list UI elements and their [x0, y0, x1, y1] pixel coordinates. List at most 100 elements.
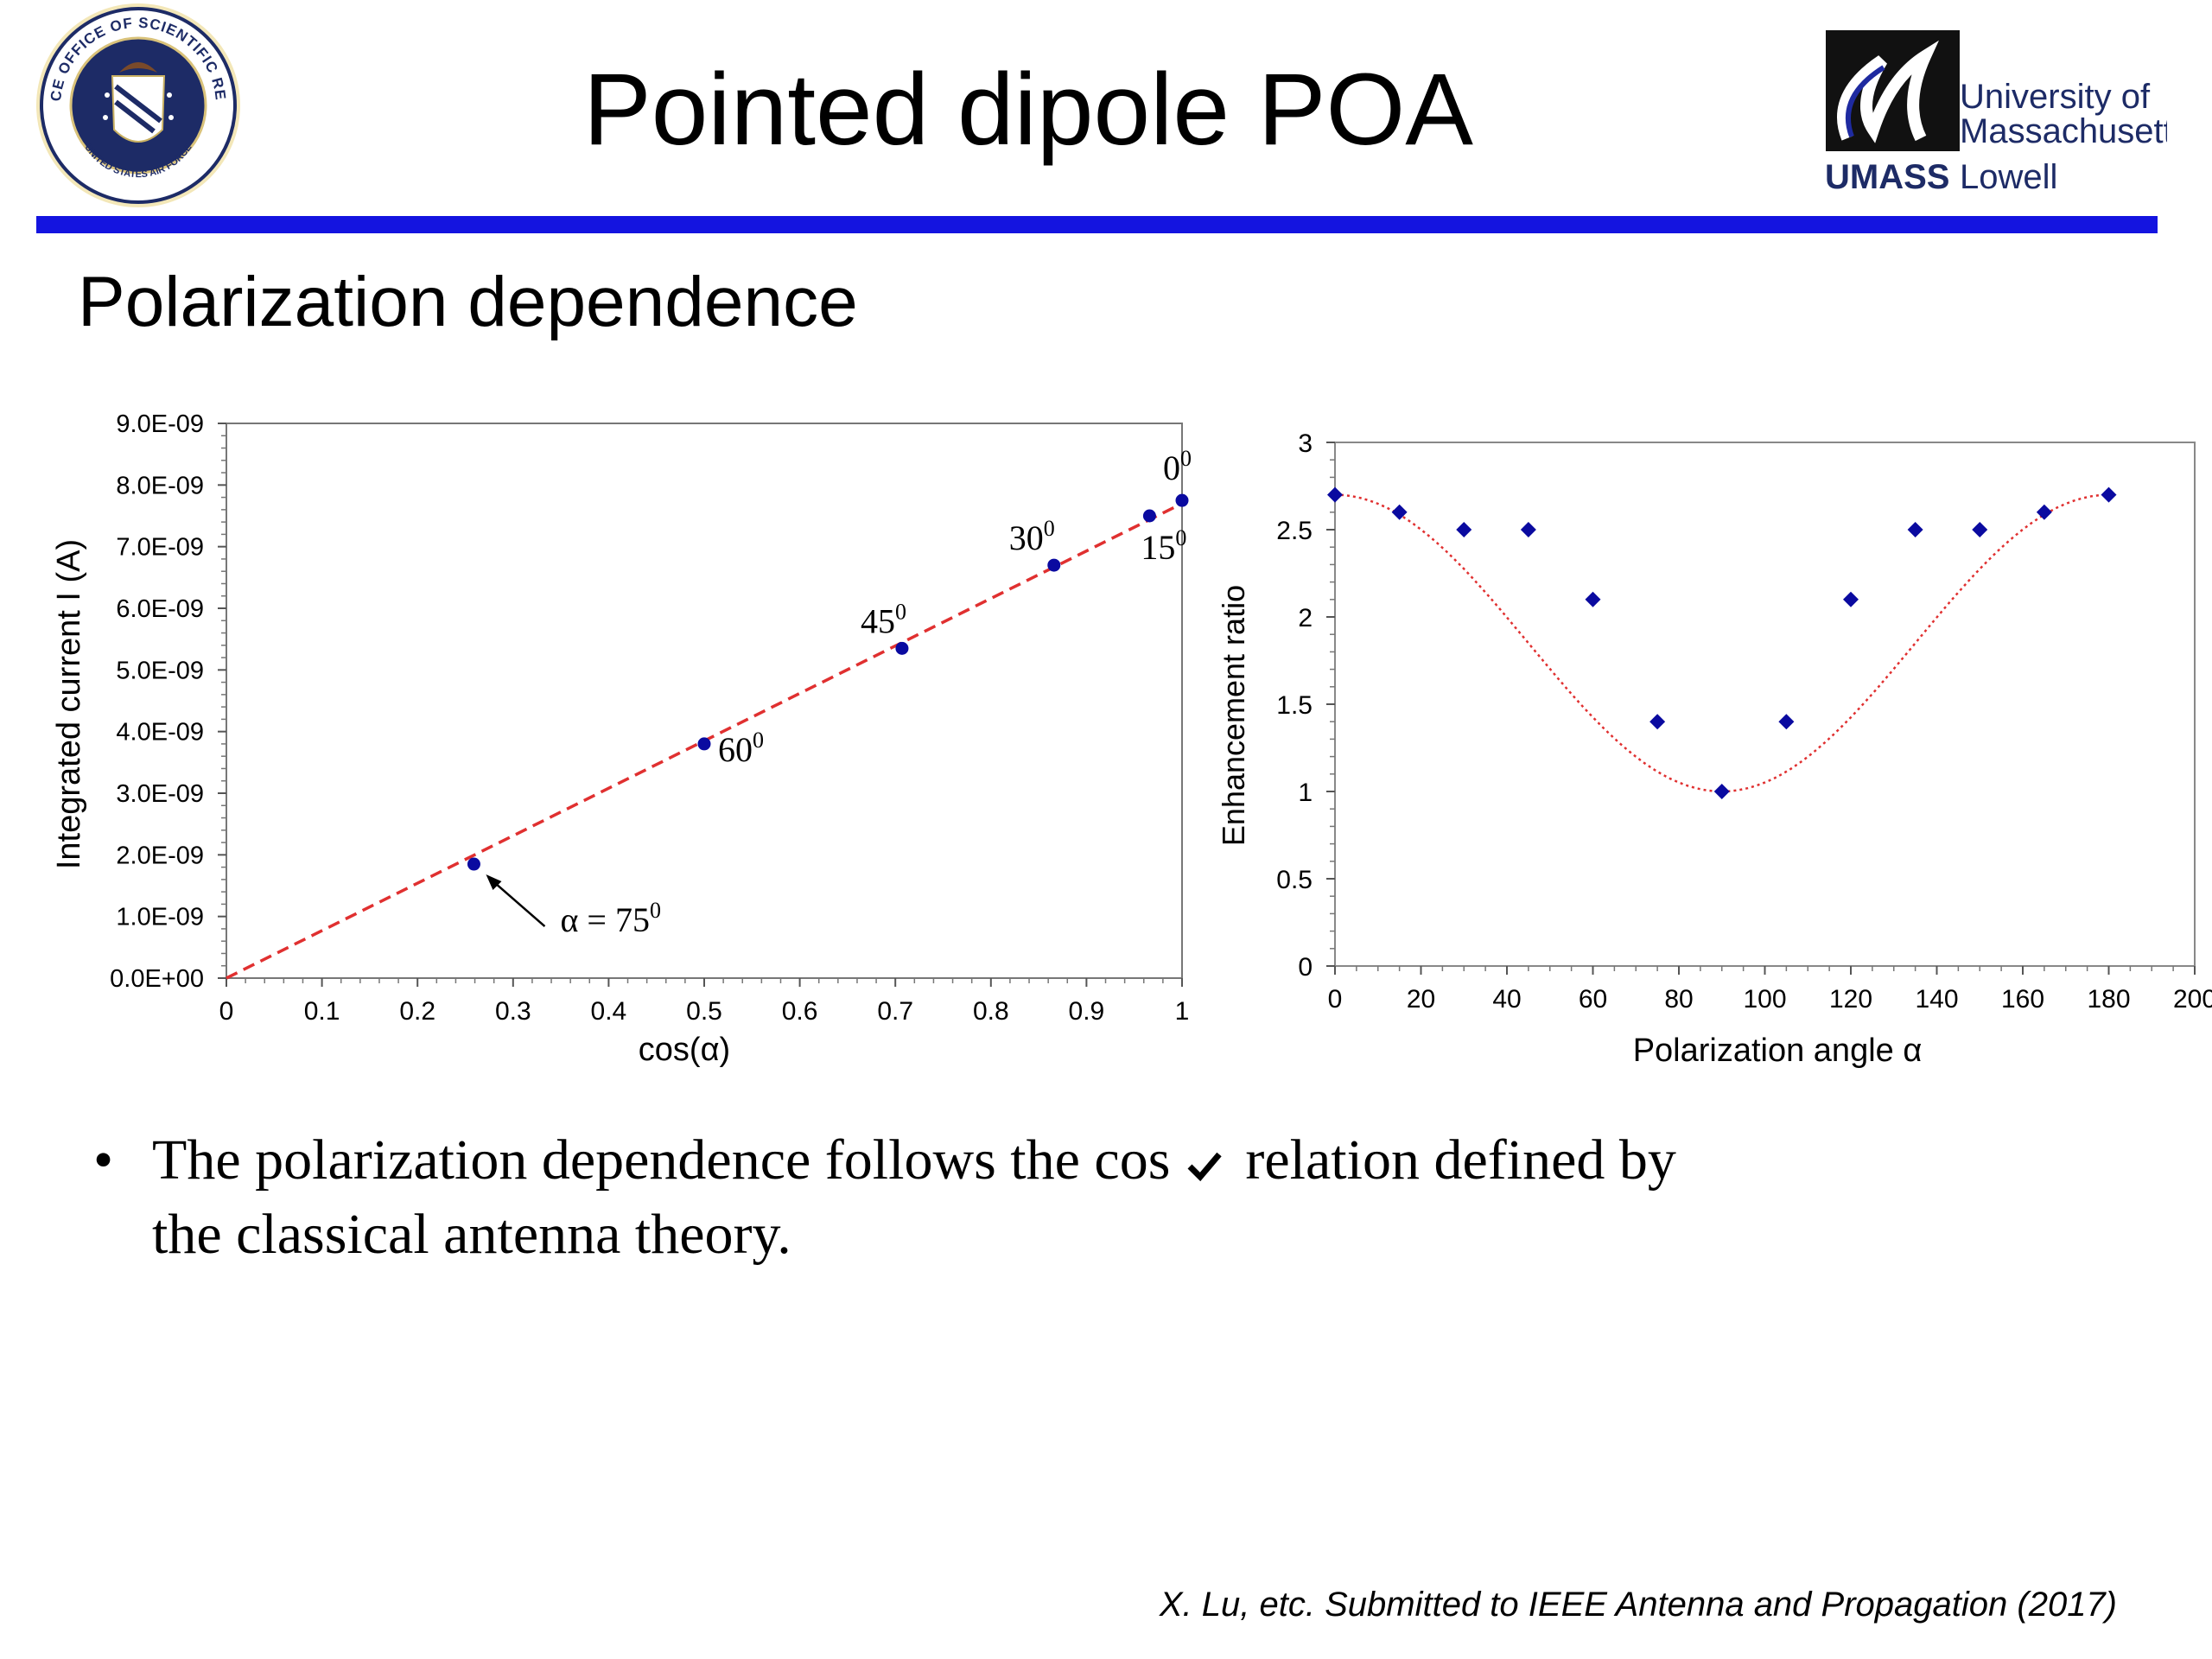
left-chart-y-tick-label: 9.0E-09: [116, 410, 204, 438]
left-chart-x-tick-label: 0: [219, 997, 234, 1026]
right-chart-x-tick-label: 160: [2001, 985, 2044, 1014]
left-chart-point-label-superscript: 0: [1180, 446, 1192, 471]
left-chart-point-label-superscript: 0: [1044, 516, 1055, 541]
left-chart-y-tick-label: 5.0E-09: [116, 657, 204, 684]
right-chart-x-tick-label: 140: [1915, 985, 1958, 1014]
left-chart-x-tick-label: 0.1: [304, 997, 340, 1026]
left-chart-annotation-arrow: [490, 879, 546, 927]
left-chart-point-label-text: α = 75: [560, 900, 650, 939]
left-chart-point-label: 600: [718, 728, 764, 769]
afosr-seal-logo: AIR FORCE OFFICE OF SCIENTIFIC RESEARCH …: [33, 0, 240, 207]
left-chart-point-label: 00: [1163, 446, 1192, 487]
umass-lowell-logo: University of Massachusetts UMASS Lowell: [1825, 30, 2167, 196]
right-chart-x-tick-label: 200: [2173, 985, 2212, 1014]
section-title: Polarization dependence: [78, 263, 858, 341]
right-chart-y-tick-label: 2: [1298, 604, 1313, 632]
bullet-marker: •: [93, 1128, 114, 1192]
umass-brand: UMASS: [1825, 158, 1949, 196]
left-chart-x-tick-label: 0.8: [973, 997, 1009, 1026]
right-chart-point: [1520, 522, 1536, 537]
umass-u-mark: [1837, 40, 1939, 143]
left-chart-point: [1142, 509, 1156, 523]
umass-line3: Lowell: [1960, 158, 2057, 196]
left-chart-x-tick-label: 0.4: [591, 997, 627, 1026]
bullet-text-after: relation defined by: [1230, 1128, 1676, 1192]
left-chart-point-label-text: 60: [718, 730, 753, 769]
right-chart-x-tick-label: 100: [1743, 985, 1786, 1014]
left-chart-x-tick-label: 0.9: [1069, 997, 1105, 1026]
right-chart-y-tick-label: 1.5: [1276, 691, 1313, 720]
bullet-text: The polarization dependence follows the …: [152, 1123, 1880, 1272]
left-chart-x-tick-label: 1: [1175, 997, 1190, 1026]
right-chart-x-tick-label: 60: [1579, 985, 1607, 1014]
left-chart-point-label: α = 750: [560, 898, 661, 939]
right-chart-point: [1843, 591, 1859, 607]
right-chart-fit-curve: [1334, 493, 2109, 793]
left-chart-point-label-text: 15: [1141, 528, 1175, 567]
left-chart-y-tick-label: 8.0E-09: [116, 472, 204, 499]
citation: X. Lu, etc. Submitted to IEEE Antenna an…: [1159, 1586, 2117, 1624]
header-divider: [36, 216, 2158, 233]
right-chart-y-tick-label: 3: [1298, 429, 1313, 458]
right-chart-x-tick-label: 0: [1328, 985, 1343, 1014]
left-chart-point-label-superscript: 0: [650, 898, 661, 923]
right-chart-x-tick-label: 40: [1492, 985, 1521, 1014]
left-chart-x-tick-label: 0.5: [686, 997, 722, 1026]
right-chart-point: [2036, 504, 2052, 520]
left-chart-y-tick-label: 6.0E-09: [116, 595, 204, 623]
left-chart-x-axis-label: cos(α): [639, 1032, 730, 1068]
left-chart-y-tick-label: 4.0E-09: [116, 719, 204, 747]
right-chart-x-tick-label: 80: [1664, 985, 1693, 1014]
slide-title: Pointed dipole POA: [583, 53, 1473, 167]
left-chart-point-label-text: 30: [1009, 518, 1044, 557]
right-chart-y-axis-label: Enhancement ratio: [1216, 585, 1251, 846]
right-chart-x-tick-label: 180: [2087, 985, 2130, 1014]
right-chart-x-axis-label: Polarization angle α: [1633, 1033, 1923, 1069]
left-chart-x-tick-label: 0.3: [495, 997, 531, 1026]
right-chart-plot-frame: [1334, 442, 2196, 967]
left-chart-point: [895, 641, 909, 655]
right-chart-point: [1649, 714, 1666, 730]
right-chart-point: [1391, 504, 1408, 520]
left-chart-point: [1175, 493, 1189, 507]
left-chart-plot-frame: [226, 423, 1183, 979]
right-chart-axes: 0 20 40 60 80 100 120 140 160 180 200 0 0.5 1 1.5 2 2.5 3: [1276, 429, 2212, 1014]
right-chart-x-tick-label: 120: [1829, 985, 1872, 1014]
left-chart-y-tick-label: 7.0E-09: [116, 534, 204, 562]
umass-line2: Massachusetts: [1960, 112, 2167, 150]
right-chart-point: [1907, 522, 1923, 537]
right-chart-point: [1778, 714, 1795, 730]
right-chart-y-tick-label: 2.5: [1276, 517, 1313, 545]
left-chart-y-tick-label: 3.0E-09: [116, 780, 204, 808]
right-chart-y-tick-label: 0: [1298, 953, 1313, 982]
right-chart-point: [1585, 591, 1601, 607]
left-chart-point-label-superscript: 0: [753, 728, 764, 753]
umass-line1: University of: [1960, 78, 2151, 116]
current-vs-cos-chart: 0 0.1 0.2 0.3 0.4 0.5 0.6 0.7 0.8 0.9 1 0.0E+00 1.0E…: [51, 410, 1192, 1068]
right-chart-point: [1456, 522, 1472, 537]
left-chart-point-label-text: 45: [861, 601, 895, 640]
right-chart-point: [1713, 784, 1730, 799]
enhancement-ratio-chart: 0 20 40 60 80 100 120 140 160 180 200 0 0.5 1 1.5 2 2.5 3…: [1216, 429, 2212, 1069]
left-chart-x-tick-label: 0.2: [399, 997, 435, 1026]
left-chart-point-label: 150: [1141, 525, 1186, 567]
left-chart-point-label-superscript: 0: [1175, 525, 1186, 550]
left-chart-point: [697, 737, 711, 751]
left-chart-point-label-text: 0: [1163, 448, 1180, 487]
left-chart-point-label: 450: [861, 599, 906, 640]
checkmark-icon: [1187, 1152, 1222, 1182]
left-chart-y-tick-label: 2.0E-09: [116, 842, 204, 869]
left-chart-x-tick-label: 0.7: [877, 997, 913, 1026]
left-chart-axes: 0 0.1 0.2 0.3 0.4 0.5 0.6 0.7 0.8 0.9 1 0.0E+00 1.0E…: [110, 410, 1189, 1026]
left-chart-point-label-superscript: 0: [895, 599, 906, 624]
left-chart-x-tick-label: 0.6: [782, 997, 818, 1026]
left-chart-point: [1047, 558, 1061, 572]
bullet-text-line2: the classical antenna theory.: [152, 1203, 791, 1266]
right-chart-marks: [1327, 486, 2117, 799]
left-chart-point-label: 300: [1009, 516, 1055, 557]
left-chart-y-tick-label: 1.0E-09: [116, 904, 204, 931]
left-chart-point: [467, 857, 480, 871]
right-chart-point: [2101, 486, 2117, 503]
left-chart-y-axis-label: Integrated current I (A): [51, 539, 87, 869]
